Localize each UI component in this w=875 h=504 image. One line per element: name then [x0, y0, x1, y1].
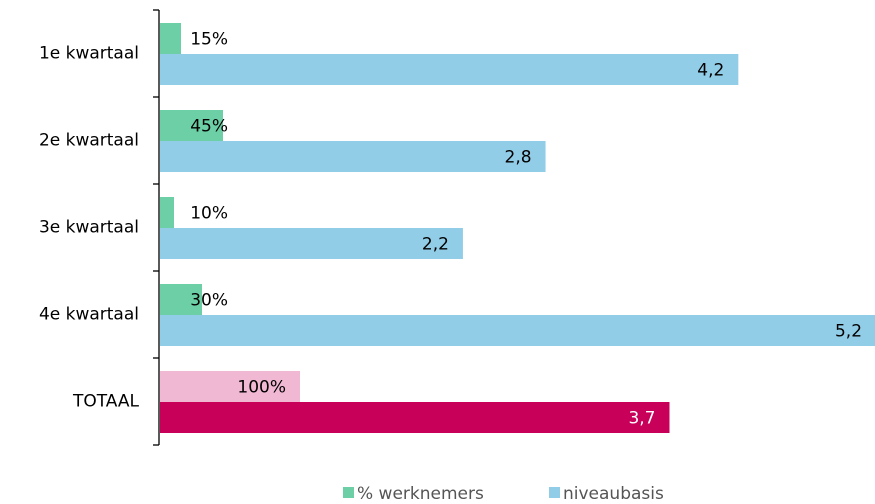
data-label: 2,2: [422, 235, 449, 255]
data-label: 30%: [190, 291, 228, 311]
data-label: 4,2: [697, 61, 724, 81]
y-tick-label: 2e kwartaal: [39, 131, 139, 151]
y-tick-label: 1e kwartaal: [39, 44, 139, 64]
bar: [160, 402, 670, 433]
bar: [160, 284, 202, 315]
bar: [160, 197, 174, 228]
bar: [160, 110, 223, 141]
bar: [160, 54, 739, 85]
y-tick-label: 4e kwartaal: [39, 305, 139, 325]
bar: [160, 315, 875, 346]
bar: [160, 23, 181, 54]
bar: [160, 371, 300, 402]
legend-swatch: [343, 487, 354, 498]
bar: [160, 141, 546, 172]
data-label: 10%: [190, 204, 228, 224]
y-tick-label: 3e kwartaal: [39, 218, 139, 238]
legend-label: niveaubasis: [563, 484, 664, 504]
y-tick-label: TOTAAL: [72, 392, 140, 412]
data-label: 3,7: [628, 409, 655, 429]
data-label: 2,8: [505, 148, 532, 168]
data-label: 45%: [190, 117, 228, 137]
data-label: 100%: [237, 378, 286, 398]
legend-label: % werknemers: [357, 484, 484, 504]
data-label: 15%: [190, 30, 228, 50]
data-label: 5,2: [835, 322, 862, 342]
bar: [160, 228, 463, 259]
legend-swatch: [549, 487, 560, 498]
